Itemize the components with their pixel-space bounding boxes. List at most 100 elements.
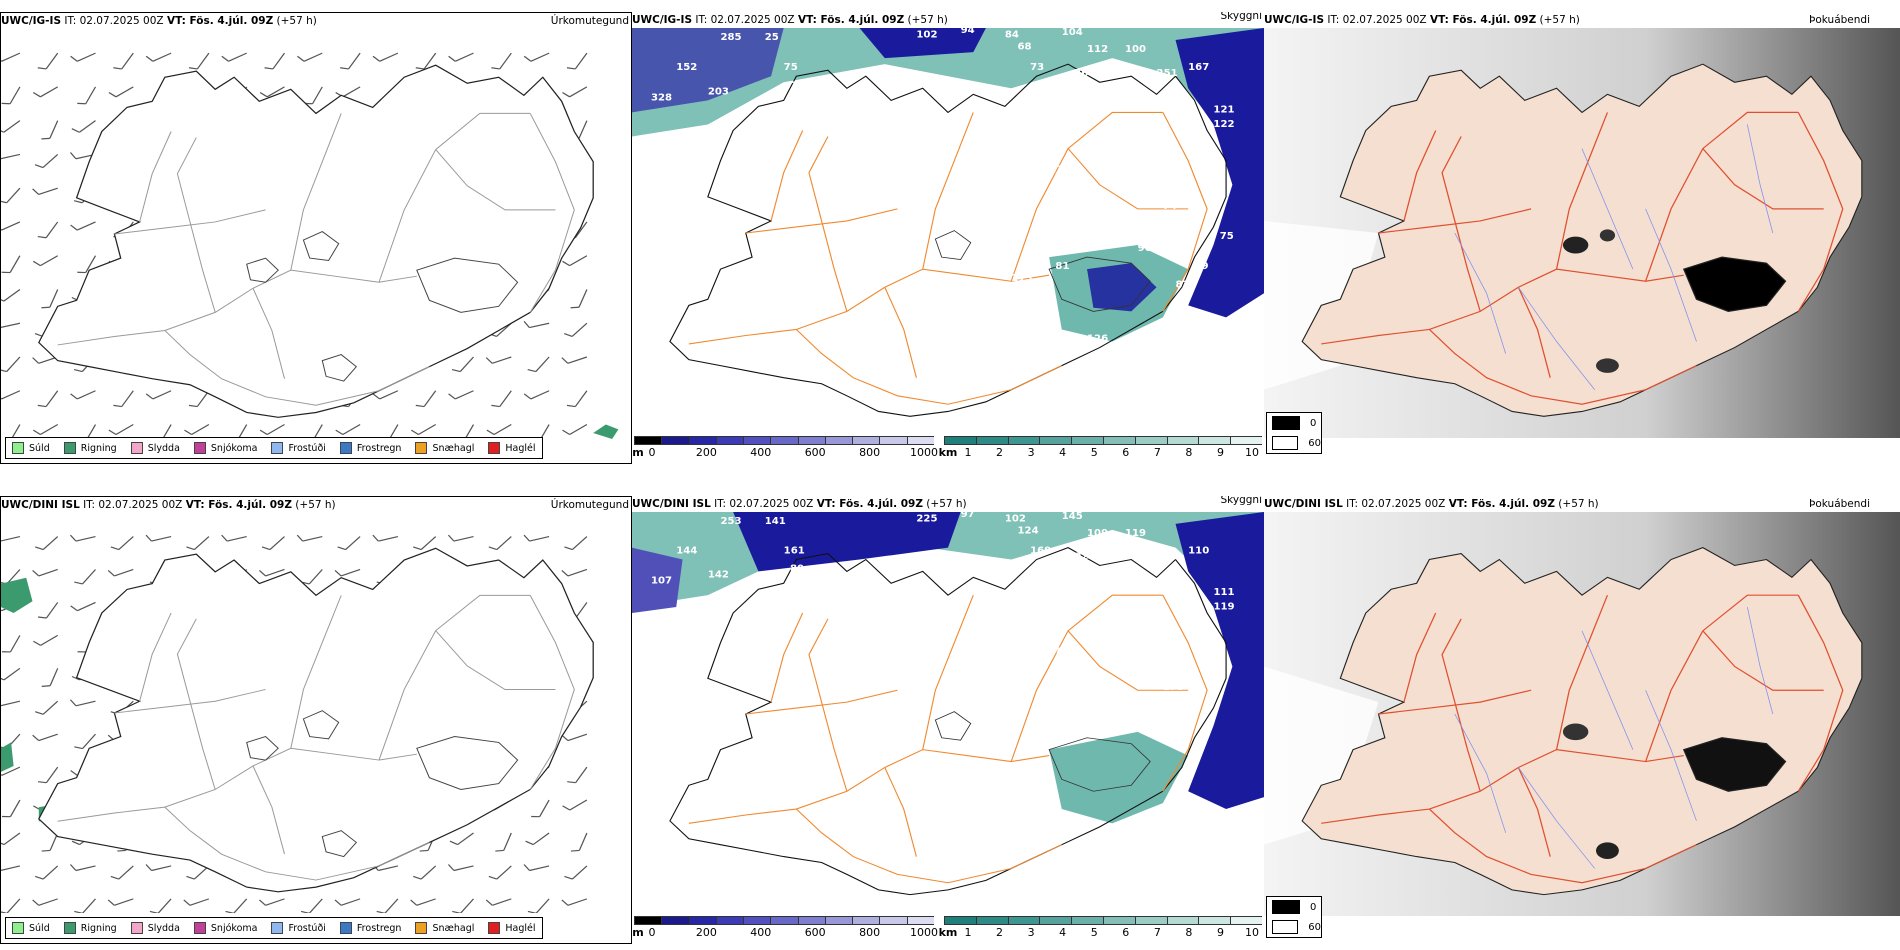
colorbar-unit: m	[632, 446, 644, 459]
wind-barb	[221, 45, 248, 64]
precip-legend-swatch	[271, 442, 284, 454]
wind-barb	[561, 793, 588, 813]
colorbar-cell	[824, 436, 853, 445]
fog-legend-row: 60	[1267, 433, 1321, 453]
precip-legend-swatch	[271, 922, 284, 934]
precip-legend-swatch	[415, 922, 428, 934]
colorbar-tick-label: 0	[648, 446, 656, 459]
init-time: IT: 02.07.2025 00Z	[1342, 498, 1449, 510]
visibility-value-label: 144	[676, 546, 697, 557]
colorbar-tick-label: 3	[1027, 446, 1035, 459]
wind-barb	[488, 860, 512, 883]
colorbar-tick-label: 9	[1216, 446, 1224, 459]
wind-barb	[1, 858, 21, 872]
wind-barb	[183, 417, 210, 437]
visibility-value-label: 152	[676, 62, 697, 73]
wind-barb	[494, 829, 512, 855]
precip-legend-item: Snæhagl	[415, 922, 474, 934]
visibility-panel-dini: UWC/DINI ISL IT: 02.07.2025 00Z VT: Fös.…	[632, 496, 1264, 944]
wind-barb	[1, 146, 21, 161]
wind-barb	[108, 80, 134, 100]
visibility-value-label: 88	[1049, 647, 1063, 658]
colorbar-cell	[1230, 916, 1262, 925]
visibility-value-label: 83	[1163, 249, 1177, 260]
wind-barb	[523, 45, 550, 64]
fog-legend-value: 60	[1308, 437, 1321, 449]
wind-barb	[410, 417, 437, 437]
visibility-value-label: 75	[1220, 231, 1234, 242]
wind-barb	[263, 48, 286, 73]
visibility-value-label: 124	[1018, 526, 1039, 537]
wind-barb	[566, 762, 588, 787]
panel-header: UWC/IG-IS IT: 02.07.2025 00Z VT: Fös. 4.…	[632, 12, 1264, 28]
wind-barb	[296, 45, 323, 64]
precip-legend-label: Snæhagl	[432, 922, 475, 934]
visibility-value-label: 92	[1074, 552, 1088, 563]
precip-legend-swatch	[339, 442, 352, 454]
wind-barb	[334, 562, 361, 578]
wind-barb	[300, 893, 323, 913]
wind-barb	[37, 48, 59, 73]
panel-title: Þokuábendi	[1809, 14, 1870, 26]
colorbar-cell	[1007, 436, 1040, 445]
wind-barb	[1, 315, 21, 330]
wind-barb	[561, 891, 588, 908]
visibility-value-label: 109	[1087, 528, 1108, 539]
precip-legend-item: Snæhagl	[415, 442, 474, 454]
visibility-value-label: 111	[1213, 587, 1234, 598]
wind-barb	[149, 893, 172, 913]
visibility-value-label: 117	[1074, 570, 1095, 581]
colorbar-cell	[743, 916, 771, 925]
precip-legend-label: Súld	[29, 922, 50, 934]
colorbar-tick-label: 10	[1245, 446, 1259, 459]
colorbar-tick-label: 2	[996, 926, 1004, 939]
wind-barb	[112, 385, 134, 411]
visibility-value-label: 76	[1074, 68, 1088, 79]
model-name: UWC/DINI ISL	[1, 499, 80, 511]
panel-header: UWC/IG-IS IT: 02.07.2025 00Z VT: Fös. 4.…	[1, 13, 631, 29]
valid-time: VT: Fös. 4.júl. 09Z	[1429, 14, 1537, 26]
precip-legend-swatch	[193, 922, 206, 934]
colorbar-cell	[770, 916, 798, 925]
wind-barb	[563, 317, 588, 340]
forecast-offset: (+57 h)	[273, 15, 317, 27]
colorbar-cell	[944, 916, 976, 925]
fog-legend-swatch	[1272, 436, 1299, 450]
visibility-value-label: 89	[1036, 346, 1050, 357]
visibility-value-label: 121	[1213, 105, 1234, 116]
colorbar-unit: m	[632, 926, 644, 939]
precip-legend-item: Snjókoma	[193, 922, 257, 934]
wind-barb	[1, 662, 21, 683]
precip-legend-swatch	[488, 442, 501, 454]
wind-barb	[561, 248, 588, 269]
visibility-value-label: 100	[1125, 44, 1146, 55]
panel-title: Úrkomutegund	[550, 499, 629, 511]
visibility-colorbar	[944, 916, 1262, 925]
colorbar-cell	[1039, 436, 1072, 445]
wind-barb	[523, 315, 550, 330]
visibility-value-label: 115	[1011, 273, 1032, 284]
visibility-colorbar	[944, 436, 1262, 445]
wind-barb	[41, 665, 59, 690]
ceiling-colorbar	[634, 436, 934, 445]
visibility-value-label: 73	[1030, 62, 1044, 73]
colorbar-cell	[1134, 436, 1167, 445]
wind-barb	[37, 597, 59, 622]
visibility-value-label: 125	[1112, 155, 1133, 166]
precip-legend-item: Súld	[12, 922, 50, 934]
valid-time: VT: Fös. 4.júl. 09Z	[185, 499, 292, 511]
wind-barb	[69, 858, 97, 872]
wind-barb	[261, 530, 286, 553]
wind-barb	[112, 48, 134, 73]
precip-legend-swatch	[193, 442, 206, 454]
wind-barb	[107, 891, 134, 908]
ceiling-ticks: m 0 200 400 600 800 1000	[632, 926, 938, 940]
visibility-value-label: 78	[1112, 637, 1126, 648]
wind-barb	[524, 826, 550, 848]
wind-barb	[339, 48, 361, 73]
init-time: IT: 02.07.2025 00Z	[710, 498, 817, 510]
visibility-value-label: 96	[1138, 243, 1152, 254]
wind-barb	[40, 286, 59, 312]
